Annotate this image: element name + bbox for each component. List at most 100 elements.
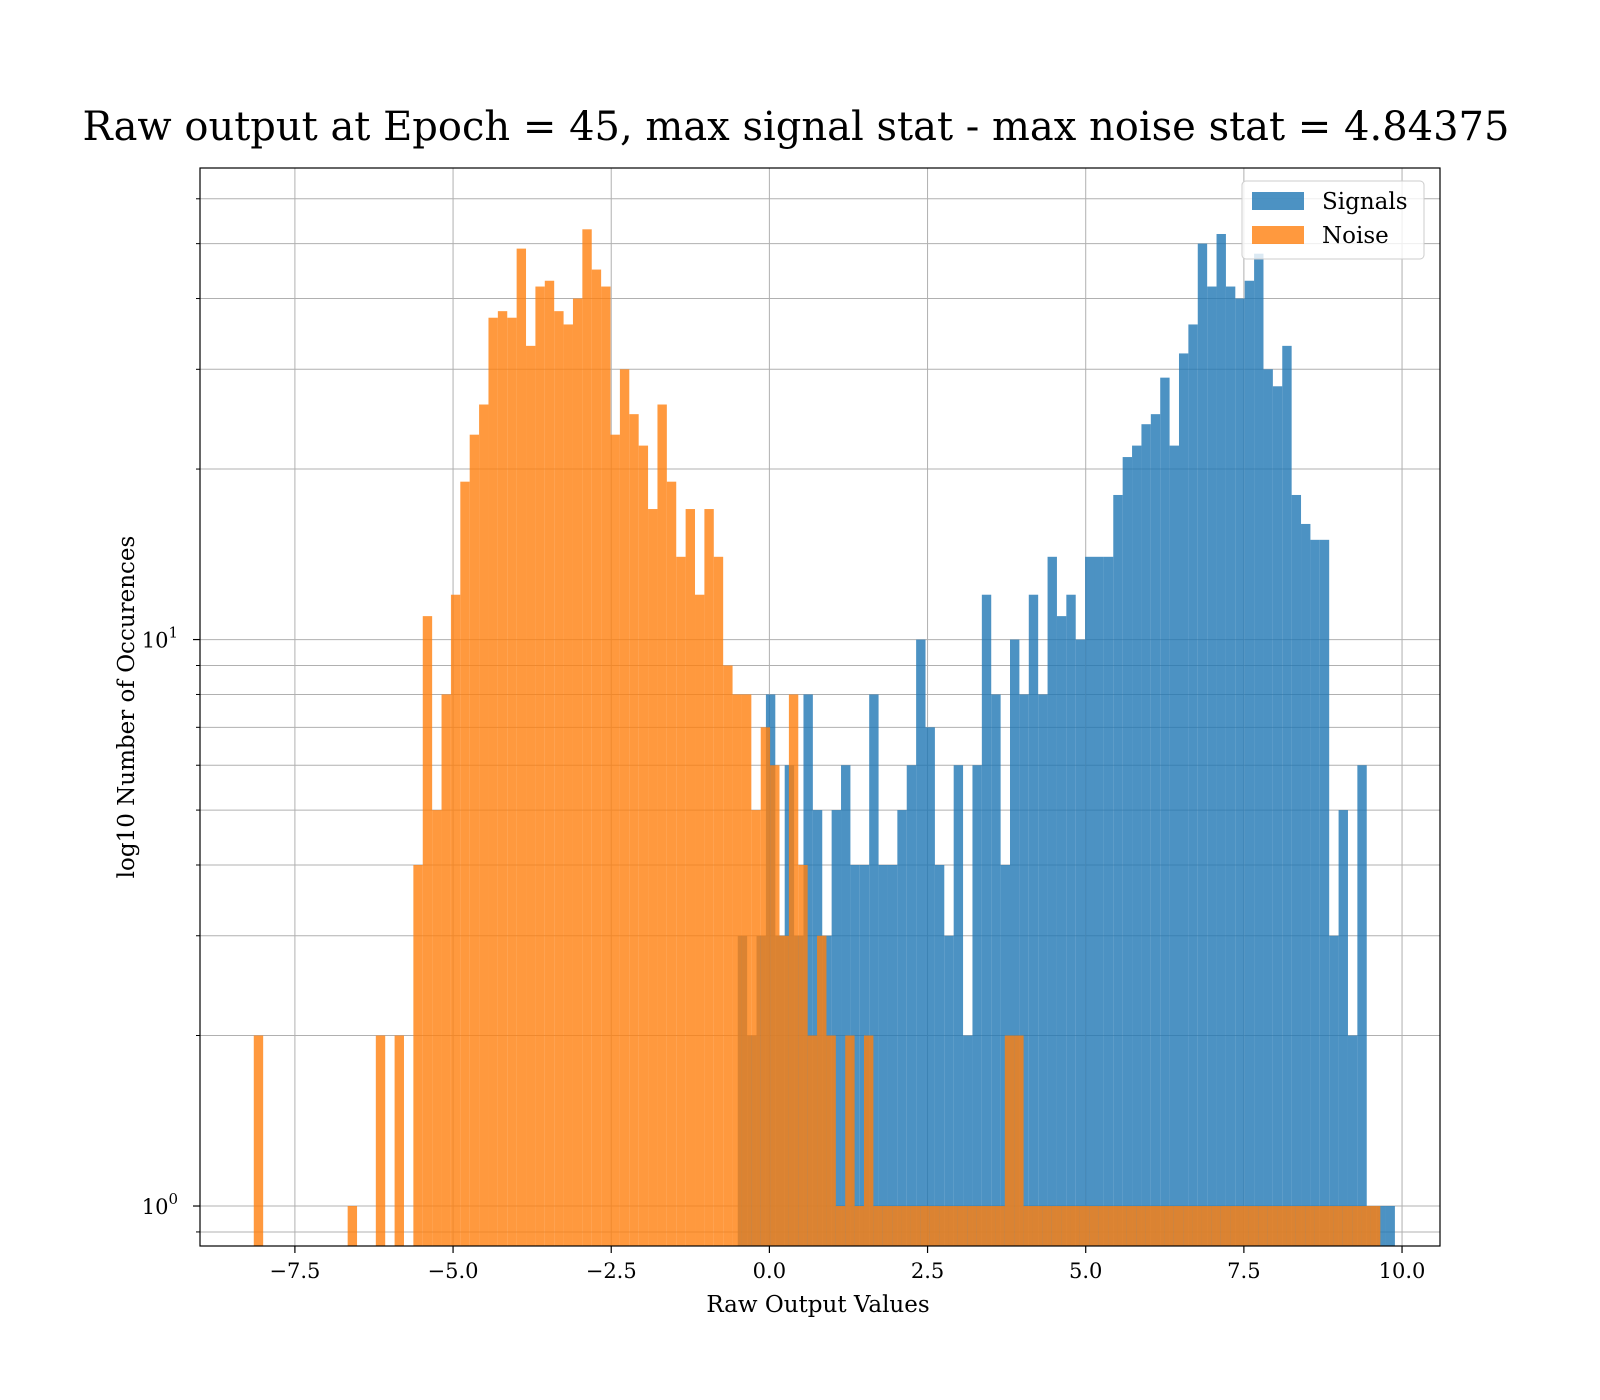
histogram-bar xyxy=(1333,1206,1343,1246)
x-tick-label: −2.5 xyxy=(586,1259,637,1283)
histogram-bar xyxy=(1103,556,1114,1246)
histogram-bar xyxy=(450,594,461,1246)
histogram-bar xyxy=(695,594,705,1246)
histogram-bar xyxy=(948,1206,958,1246)
histogram-bar xyxy=(882,1206,893,1246)
histogram-bar xyxy=(1038,694,1048,1246)
histogram-bar xyxy=(394,1035,404,1246)
histogram-bar xyxy=(1169,445,1179,1246)
histogram-bar xyxy=(910,1206,921,1246)
y-axis-label: log10 Number of Occurences xyxy=(114,536,140,879)
histogram-bar xyxy=(1019,694,1029,1246)
histogram-bar xyxy=(723,665,733,1246)
histogram-bar xyxy=(1014,1035,1024,1246)
legend-label-signals: Signals xyxy=(1322,189,1408,215)
histogram-bar xyxy=(507,317,517,1246)
histogram-bar xyxy=(920,1206,930,1246)
histogram-bar xyxy=(1314,1206,1325,1246)
histogram-bar xyxy=(1136,1206,1146,1246)
histogram-bar xyxy=(413,864,423,1246)
plot-area-frame xyxy=(199,167,1441,1247)
histogram-bar xyxy=(939,1206,949,1246)
histogram-bar xyxy=(1085,556,1095,1246)
histogram-bar xyxy=(1132,445,1142,1246)
histogram-bar xyxy=(854,1206,864,1246)
histogram-bar xyxy=(1225,286,1236,1246)
histogram-bar xyxy=(976,1206,987,1246)
series-signals xyxy=(737,233,1395,1247)
histogram-bar xyxy=(1282,345,1292,1246)
histogram-bar xyxy=(526,345,536,1246)
histogram-bar xyxy=(963,1035,973,1246)
histogram-bar xyxy=(1305,1206,1315,1246)
histogram-bar xyxy=(1028,594,1039,1246)
histogram-bar xyxy=(1164,1206,1174,1246)
histogram-bar xyxy=(850,864,860,1246)
histogram-bar xyxy=(878,864,888,1246)
histogram-bar xyxy=(1122,457,1133,1246)
histogram-bar xyxy=(1079,1206,1090,1246)
histogram-bar xyxy=(572,298,583,1247)
histogram-bar xyxy=(1113,494,1123,1246)
histogram-bar xyxy=(1183,1206,1193,1246)
histogram-bar xyxy=(1286,1206,1296,1246)
legend-label-noise: Noise xyxy=(1322,223,1389,249)
histogram-bar xyxy=(1047,556,1057,1246)
histogram-bar xyxy=(835,1206,846,1246)
histogram-bar xyxy=(1301,523,1311,1246)
histogram-bar xyxy=(953,765,964,1246)
histogram-bar xyxy=(713,556,724,1246)
histogram-bar xyxy=(1098,1206,1109,1246)
histogram-bar xyxy=(1004,1035,1015,1246)
y-tick-label: 101 xyxy=(142,624,178,653)
histogram-bar xyxy=(629,414,639,1246)
histogram-bar xyxy=(1173,1206,1184,1246)
histogram-bar xyxy=(1145,1206,1156,1246)
histogram-bar xyxy=(676,556,686,1246)
histogram-bar xyxy=(1155,1206,1165,1246)
histogram-bar xyxy=(981,594,992,1246)
histogram-bar xyxy=(1066,594,1076,1246)
axis-ticks: −7.5 −5.0 −2.5 0.0 2.5 5.0 7.5 10.0 100 101 xyxy=(142,198,1425,1283)
x-tick-label: −7.5 xyxy=(269,1259,320,1283)
histogram-bar xyxy=(991,694,1001,1246)
histogram-bar xyxy=(869,694,879,1246)
histogram-bar xyxy=(422,616,433,1246)
histogram-bar xyxy=(1352,1206,1362,1246)
histogram-bars xyxy=(253,229,1395,1247)
histogram-bar xyxy=(460,481,470,1246)
histogram-bar xyxy=(1324,1206,1334,1246)
histogram-bar xyxy=(1272,386,1283,1247)
histogram-bar xyxy=(375,1035,386,1246)
y-tick-label: 100 xyxy=(142,1190,178,1219)
histogram-bar xyxy=(779,935,789,1246)
histogram-bar xyxy=(610,434,620,1247)
histogram-bar xyxy=(1201,1206,1212,1246)
histogram-bar xyxy=(972,765,982,1246)
histogram-bar xyxy=(925,727,935,1246)
histogram-bar xyxy=(1338,810,1348,1246)
histogram-bar xyxy=(1070,1206,1080,1246)
histogram-bar xyxy=(516,248,527,1247)
histogram-bar xyxy=(1376,1206,1386,1246)
histogram-bar xyxy=(1197,243,1208,1246)
histogram-bar xyxy=(770,765,780,1246)
histogram-bar xyxy=(934,864,945,1246)
histogram-bar xyxy=(863,1035,874,1246)
histogram-bar xyxy=(1347,1035,1358,1246)
histogram-bar xyxy=(1230,1206,1240,1246)
histogram-bar xyxy=(967,1206,977,1246)
histogram-bar xyxy=(732,694,742,1246)
histogram-bar xyxy=(1370,1206,1381,1246)
histogram-bar xyxy=(432,810,442,1246)
histogram-bar xyxy=(803,694,813,1246)
histogram-bar xyxy=(841,765,851,1246)
histogram-bar xyxy=(1023,1206,1033,1246)
histogram-bar xyxy=(897,810,907,1246)
histogram-bar xyxy=(685,509,696,1247)
histogram-bar xyxy=(591,269,602,1246)
histogram-bar xyxy=(817,935,827,1246)
histogram-bar xyxy=(957,1206,968,1246)
histogram-bar xyxy=(1244,280,1255,1246)
